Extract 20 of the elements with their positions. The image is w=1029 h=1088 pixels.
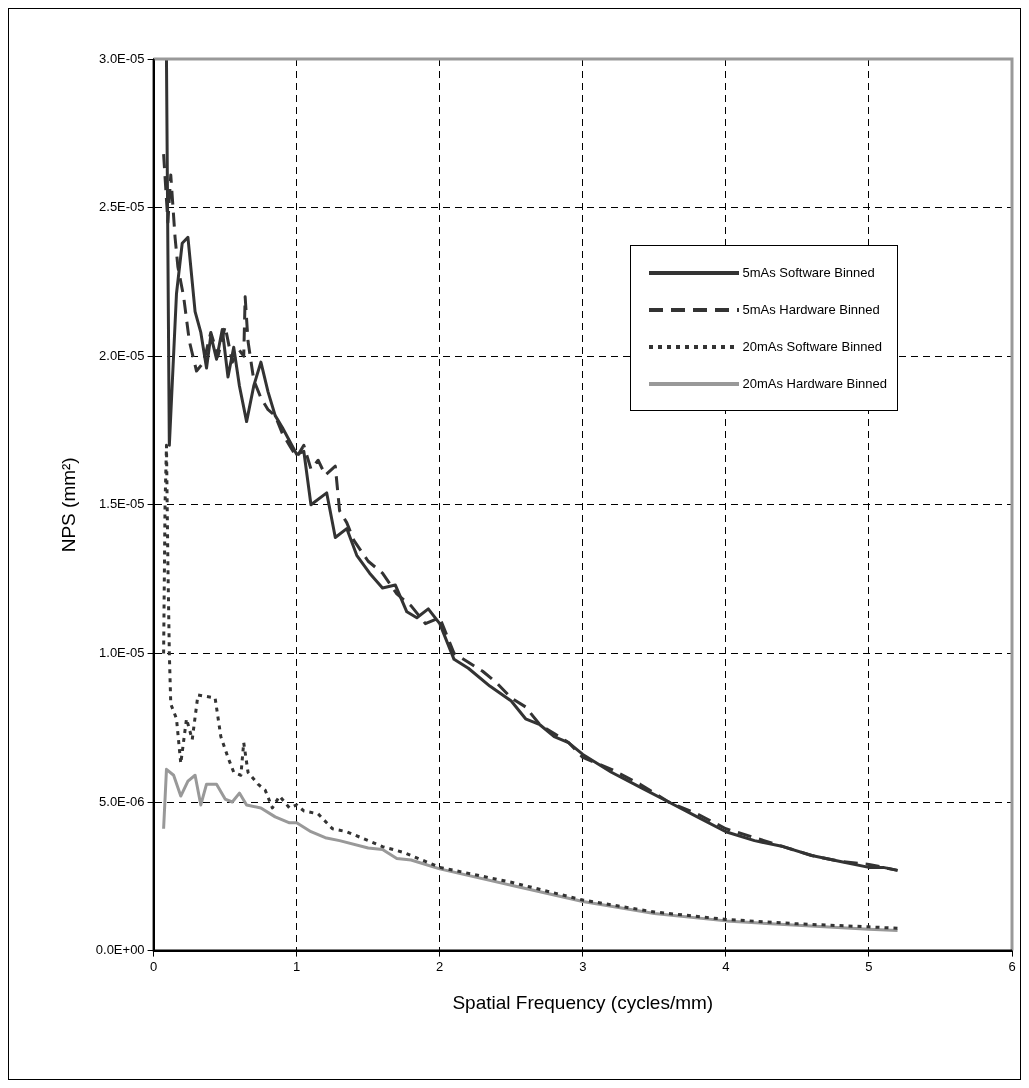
y-tick-label: 0.0E+00 (95, 942, 145, 958)
x-tick-label: 1 (293, 958, 301, 974)
y-tick-label: 5.0E-06 (99, 793, 145, 809)
legend-label: 20mAs Software Binned (742, 339, 882, 354)
legend-label: 20mAs Hardware Binned (742, 376, 887, 391)
x-tick-label: 3 (579, 958, 587, 974)
legend-label: 5mAs Software Binned (742, 265, 875, 280)
y-tick-label: 3.0E-05 (99, 50, 145, 66)
x-axis-title: Spatial Frequency (cycles/mm) (452, 991, 714, 1013)
x-tick-label: 0 (149, 958, 158, 974)
x-tick-label: 4 (722, 958, 730, 974)
x-tick-label: 6 (1008, 958, 1016, 974)
y-tick-label: 2.5E-05 (99, 199, 145, 215)
x-tick-label: 2 (436, 958, 444, 974)
y-tick-label: 1.0E-05 (99, 644, 145, 660)
y-axis-title: NPS (mm²) (57, 457, 79, 553)
x-tick-label: 5 (865, 958, 873, 974)
y-tick-label: 1.5E-05 (99, 496, 145, 512)
legend-label: 5mAs Hardware Binned (742, 302, 880, 317)
y-tick-label: 2.0E-05 (99, 347, 145, 363)
